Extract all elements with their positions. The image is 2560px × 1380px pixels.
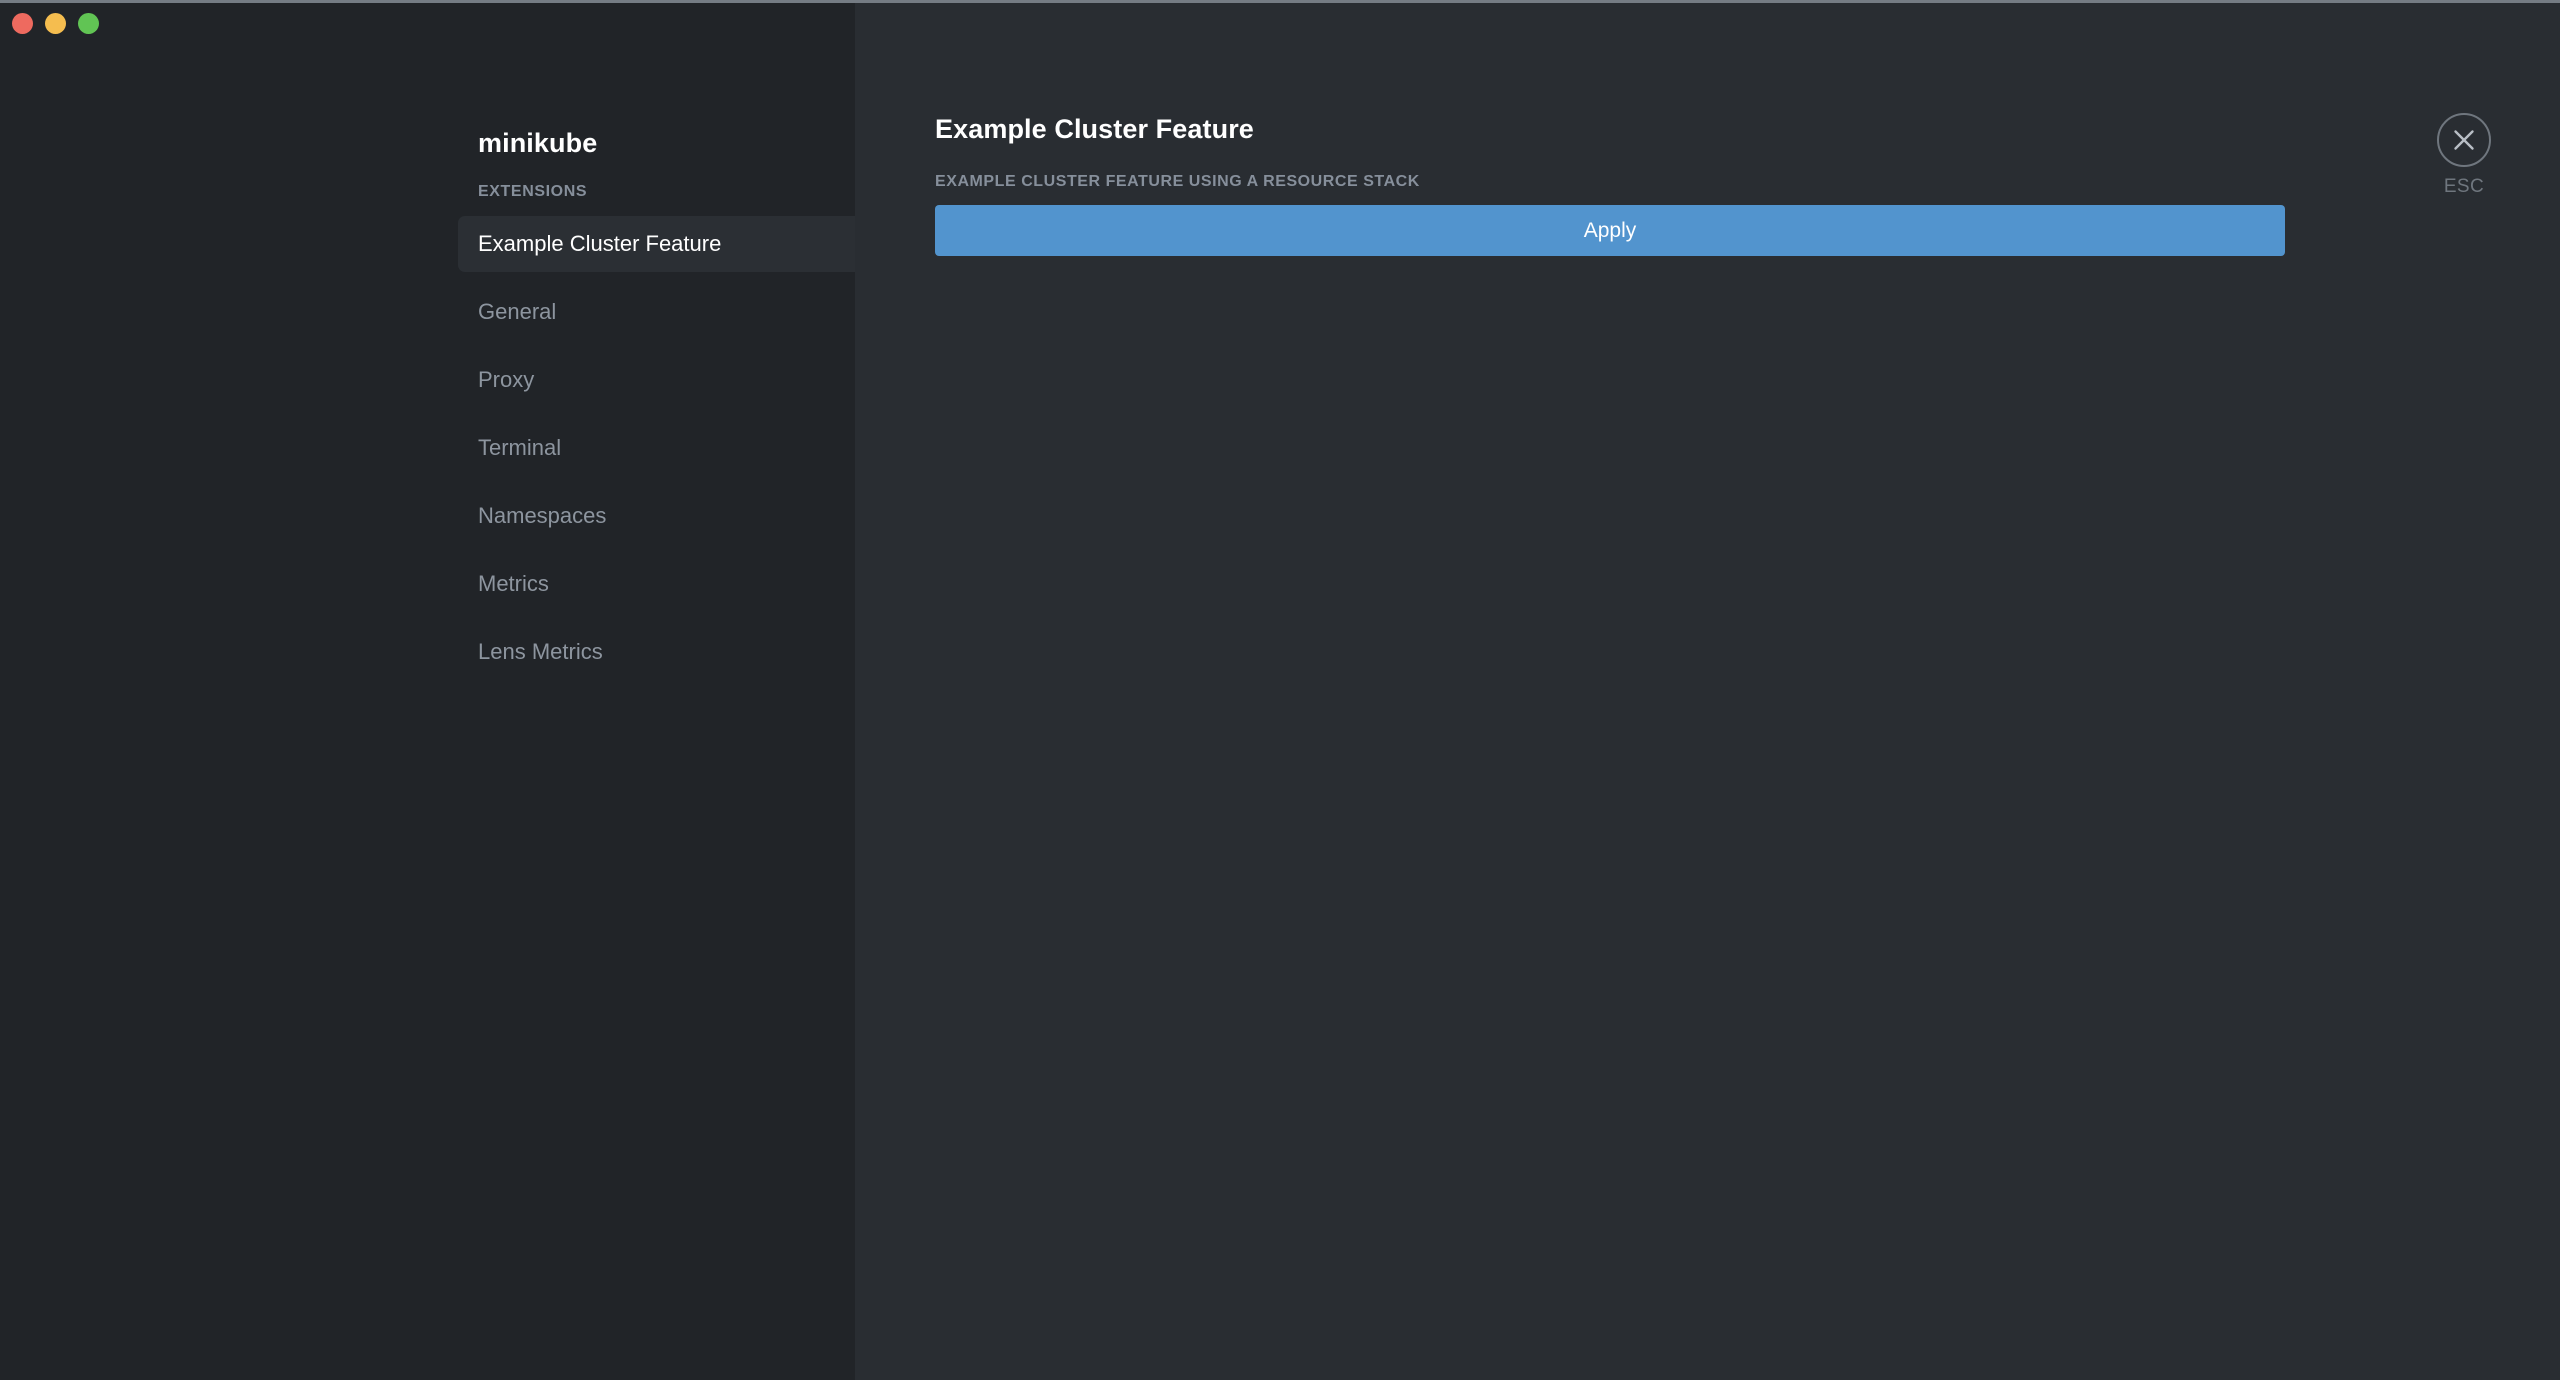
sidebar-item-lens-metrics[interactable]: Lens Metrics	[458, 624, 855, 680]
sidebar-item-namespaces[interactable]: Namespaces	[458, 488, 855, 544]
window-top-edge	[0, 0, 2560, 3]
sidebar-item-example-cluster-feature[interactable]: Example Cluster Feature	[458, 216, 855, 272]
close-circle-icon	[2437, 113, 2491, 167]
sidebar-item-label: Lens Metrics	[478, 639, 603, 664]
apply-button[interactable]: Apply	[935, 205, 2285, 256]
sidebar-item-label: Example Cluster Feature	[478, 231, 722, 256]
settings-panel: Example Cluster Feature EXAMPLE CLUSTER …	[935, 112, 2285, 256]
section-subtitle: EXAMPLE CLUSTER FEATURE USING A RESOURCE…	[935, 173, 1420, 190]
sidebar-item-label: Namespaces	[478, 503, 607, 528]
close-window-button[interactable]	[12, 13, 33, 34]
sidebar-item-metrics[interactable]: Metrics	[458, 556, 855, 612]
esc-label: ESC	[2443, 176, 2485, 197]
sidebar-item-label: Metrics	[478, 571, 549, 596]
sidebar-item-label: Proxy	[478, 367, 535, 392]
close-settings-button[interactable]: ESC	[2434, 112, 2494, 198]
window-controls	[12, 13, 99, 34]
sidebar: minikube EXTENSIONS Example Cluster Feat…	[0, 0, 855, 1380]
sidebar-nav: minikube EXTENSIONS Example Cluster Feat…	[0, 126, 855, 692]
main-content: Example Cluster Feature EXAMPLE CLUSTER …	[855, 0, 2560, 1380]
sidebar-item-proxy[interactable]: Proxy	[458, 352, 855, 408]
sidebar-item-list: Example Cluster Feature General Proxy Te…	[0, 216, 855, 680]
sidebar-item-label: General	[478, 299, 557, 324]
page-title: Example Cluster Feature	[935, 114, 1254, 144]
sidebar-section-label: EXTENSIONS	[478, 183, 588, 200]
sidebar-item-label: Terminal	[478, 435, 562, 460]
minimize-window-button[interactable]	[45, 13, 66, 34]
maximize-window-button[interactable]	[78, 13, 99, 34]
sidebar-item-general[interactable]: General	[458, 284, 855, 340]
cluster-name-title: minikube	[478, 128, 598, 158]
sidebar-item-terminal[interactable]: Terminal	[458, 420, 855, 476]
